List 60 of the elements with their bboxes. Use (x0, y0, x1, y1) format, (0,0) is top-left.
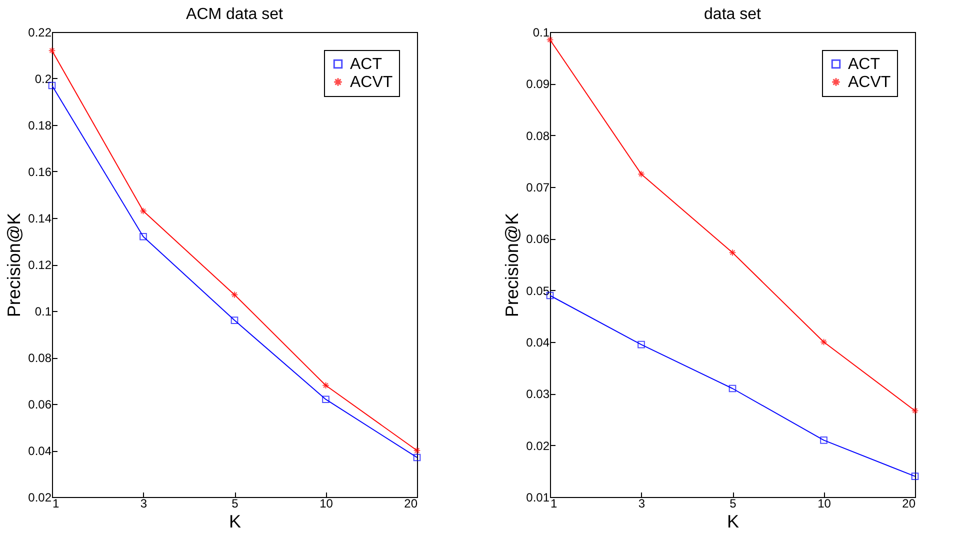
point (911, 407, 919, 414)
y-tick-label: 0.14 (28, 212, 52, 226)
y-tick-label: 0.06 (526, 232, 550, 246)
y-tick-label: 0.09 (526, 77, 550, 92)
y-tick-label: 0.16 (28, 165, 52, 179)
x-tick-label: 20 (902, 496, 916, 510)
point (911, 472, 919, 480)
point (413, 454, 421, 462)
x-tick-label: 5 (730, 496, 737, 510)
y-tick-label: 0.02 (28, 490, 52, 504)
x-tick-label: 3 (140, 496, 148, 510)
y-tick-label: 0.04 (526, 336, 550, 350)
y-axis-title: Precision@K (502, 212, 522, 318)
x-tick-label: 10 (818, 496, 832, 510)
y-tick-label: 0.1 (34, 304, 52, 318)
x-tick-label: 5 (232, 496, 239, 510)
point (638, 170, 645, 178)
y-tick-label: 0.12 (28, 258, 52, 272)
y-tick-label: 0.06 (28, 398, 52, 412)
y-tick-label: 0.08 (28, 351, 52, 365)
x-tick-label: 20 (404, 496, 418, 510)
legend-label: ACVT (848, 74, 891, 91)
y-tick-label: 0.18 (28, 118, 52, 132)
legend-label: ACT (350, 56, 382, 73)
x-tick-label: 3 (638, 496, 646, 510)
point (230, 316, 238, 324)
point (820, 436, 828, 444)
y-tick-label: 0.2 (34, 72, 52, 86)
point (48, 82, 56, 90)
y-tick-label: 0.07 (526, 180, 550, 194)
point (322, 396, 330, 404)
legend-label: ACVT (350, 74, 393, 91)
point (638, 340, 645, 348)
point (546, 36, 554, 44)
legend-label: ACT (848, 56, 880, 73)
chart-title: ACM data set (186, 6, 284, 23)
x-axis-title: K (726, 512, 740, 532)
x-tick-label: 1 (550, 496, 558, 510)
point (728, 384, 736, 392)
x-tick-label: 1 (52, 496, 60, 510)
point (140, 207, 147, 215)
point (413, 446, 421, 454)
y-tick-label: 0.22 (28, 26, 52, 40)
y-tick-label: 0.05 (526, 284, 550, 298)
y-axis-title: Precision@K (4, 212, 24, 318)
point (230, 291, 238, 298)
y-tick-label: 0.03 (526, 387, 550, 402)
y-tick-label: 0.1 (532, 26, 550, 40)
y-tick-label: 0.02 (526, 438, 550, 453)
point (48, 46, 56, 54)
x-axis-title: K (228, 512, 242, 532)
y-tick-label: 0.01 (526, 490, 550, 504)
y-tick-label: 0.04 (28, 444, 52, 458)
x-tick-label: 10 (320, 496, 334, 510)
chart-title: data set (704, 6, 762, 23)
point (820, 338, 828, 346)
y-tick-label: 0.08 (526, 128, 550, 143)
point (322, 382, 330, 390)
point (728, 248, 736, 256)
point (140, 232, 147, 240)
